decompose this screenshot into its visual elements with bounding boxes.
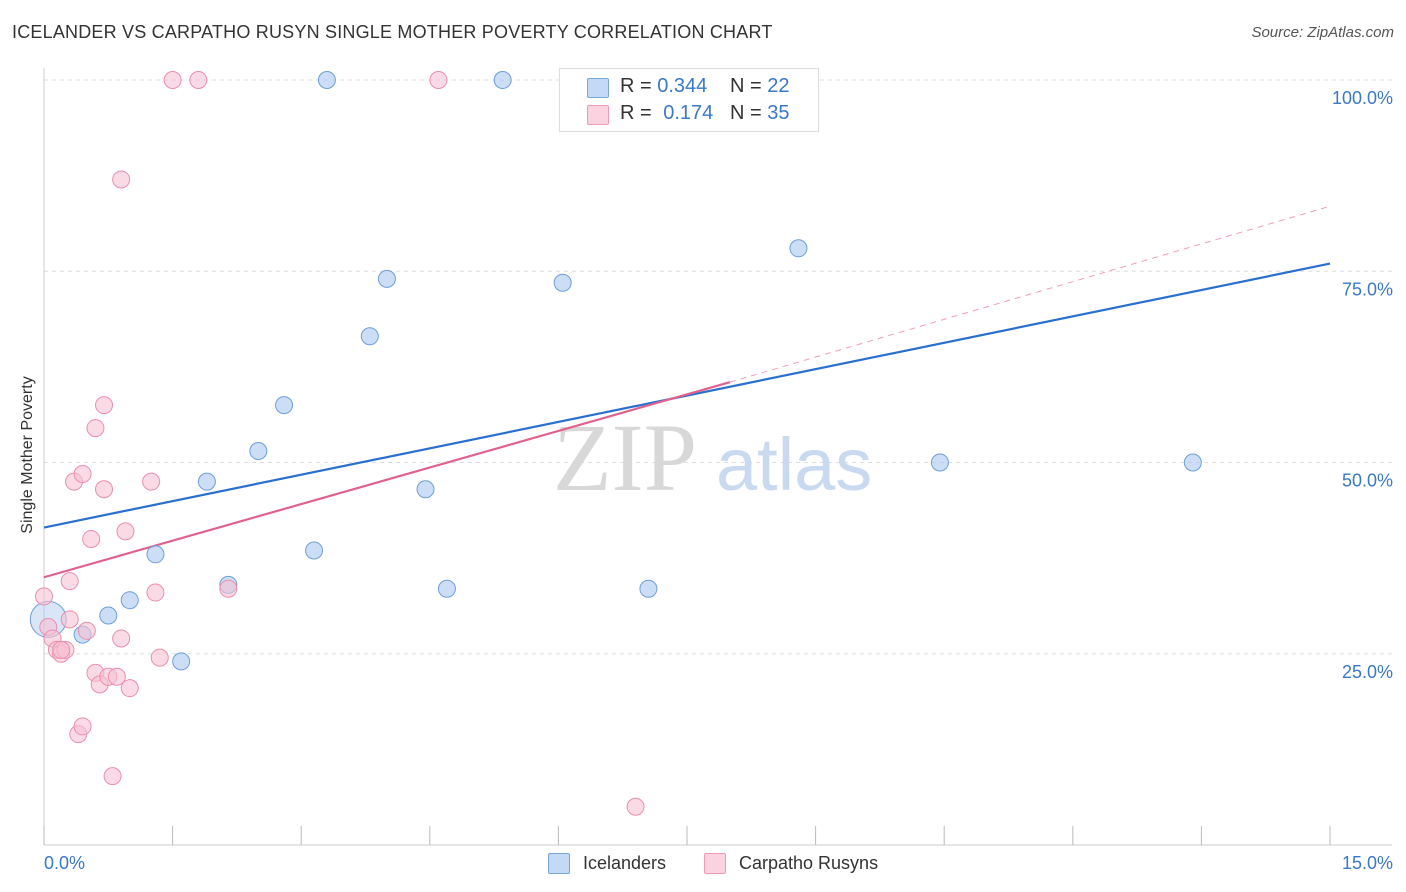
y-axis-label: Single Mother Poverty <box>19 376 36 534</box>
point-icelander <box>416 480 435 499</box>
point-carpatho-rusyn <box>103 767 122 786</box>
legend-r-carpatho-rusyns: R = 0.174 <box>620 102 713 125</box>
data-points <box>29 71 1202 816</box>
y-tick-label: 25.0% <box>1342 662 1393 682</box>
point-icelander <box>437 579 456 598</box>
series-swatch-icelanders <box>548 853 570 874</box>
series-swatch-carpatho-rusyns <box>704 853 726 874</box>
series-label-carpatho-rusyns: Carpatho Rusyns <box>739 853 879 873</box>
point-carpatho-rusyn <box>60 572 79 591</box>
point-icelander <box>553 273 572 292</box>
legend-n-carpatho-rusyns: N = 35 <box>730 102 790 125</box>
tick-labels: 25.0% 50.0% 75.0% 100.0% 0.0% 15.0% <box>44 88 1393 873</box>
point-carpatho-rusyn <box>107 667 126 686</box>
point-carpatho-rusyn <box>219 579 238 598</box>
point-icelander <box>930 453 949 472</box>
grid-lines <box>44 79 1392 655</box>
point-icelander <box>146 545 165 564</box>
point-carpatho-rusyn <box>120 679 139 698</box>
source-label: Source: ZipAtlas.com <box>1251 24 1394 41</box>
trend-line-icelanders <box>43 262 1331 529</box>
legend-n-value: 22 <box>767 75 790 97</box>
point-carpatho-rusyn <box>116 522 135 541</box>
point-icelander <box>639 579 658 598</box>
y-tick-label: 75.0% <box>1342 279 1393 299</box>
point-carpatho-rusyn <box>163 71 182 89</box>
point-carpatho-rusyn <box>95 396 114 415</box>
axes <box>43 68 1392 846</box>
point-carpatho-rusyn <box>73 464 92 483</box>
point-icelander <box>197 472 216 491</box>
legend-r-icelanders: R = 0.344 <box>620 75 707 98</box>
point-icelander <box>275 396 294 415</box>
watermark-zip: ZIP <box>553 404 697 511</box>
point-icelander <box>377 269 396 288</box>
point-icelander <box>1183 453 1202 472</box>
point-carpatho-rusyn <box>35 587 53 606</box>
y-tick-label: 100.0% <box>1332 88 1393 108</box>
watermark: ZIP atlas <box>553 404 872 511</box>
point-carpatho-rusyn <box>142 472 161 491</box>
legend-n-value: 35 <box>767 102 790 124</box>
legend-r-value: 0.174 <box>663 102 714 124</box>
trend-line-carpatho-rusyns <box>43 381 731 579</box>
x-tick-label-min: 0.0% <box>44 853 85 873</box>
x-tick-label-max: 15.0% <box>1342 853 1393 873</box>
point-icelander <box>493 71 512 89</box>
legend-r-label: R = <box>620 75 652 97</box>
point-carpatho-rusyn <box>112 170 131 189</box>
series-label-icelanders: Icelanders <box>583 853 667 873</box>
point-carpatho-rusyn <box>60 610 79 629</box>
legend-r-value: 0.344 <box>657 75 708 97</box>
legend-n-icelanders: N = 22 <box>730 75 790 98</box>
point-carpatho-rusyn <box>73 717 92 736</box>
point-carpatho-rusyn <box>52 640 71 659</box>
legend-n-label: N = <box>730 75 762 97</box>
point-carpatho-rusyn <box>77 621 96 640</box>
point-icelander <box>172 652 191 671</box>
y-tick-label: 50.0% <box>1342 471 1393 491</box>
point-carpatho-rusyn <box>86 419 105 438</box>
watermark-atlas: atlas <box>716 423 872 506</box>
point-carpatho-rusyn <box>626 797 645 816</box>
point-icelander <box>317 71 336 89</box>
point-icelander <box>120 591 139 610</box>
point-carpatho-rusyn <box>150 648 169 667</box>
trend-lines <box>43 205 1331 579</box>
point-icelander <box>305 541 324 560</box>
legend-n-label: N = <box>730 102 762 124</box>
point-icelander <box>99 606 118 625</box>
point-carpatho-rusyn <box>146 583 165 602</box>
legend-swatch-icelanders <box>587 78 609 98</box>
point-carpatho-rusyn <box>95 480 114 499</box>
correlation-legend: R = 0.344 N = 22 R = 0.174 N = 35 <box>559 68 819 132</box>
point-icelander <box>249 442 268 461</box>
point-icelander <box>360 327 379 346</box>
legend-swatch-carpatho-rusyns <box>587 105 609 125</box>
chart-title: ICELANDER VS CARPATHO RUSYN SINGLE MOTHE… <box>12 22 773 42</box>
trend-line-extension <box>729 205 1331 383</box>
point-carpatho-rusyn <box>112 629 131 648</box>
point-carpatho-rusyn <box>189 71 208 89</box>
point-icelander <box>789 239 808 258</box>
point-carpatho-rusyn <box>82 530 101 548</box>
point-carpatho-rusyn <box>429 71 448 89</box>
legend-r-label: R = <box>620 102 652 124</box>
